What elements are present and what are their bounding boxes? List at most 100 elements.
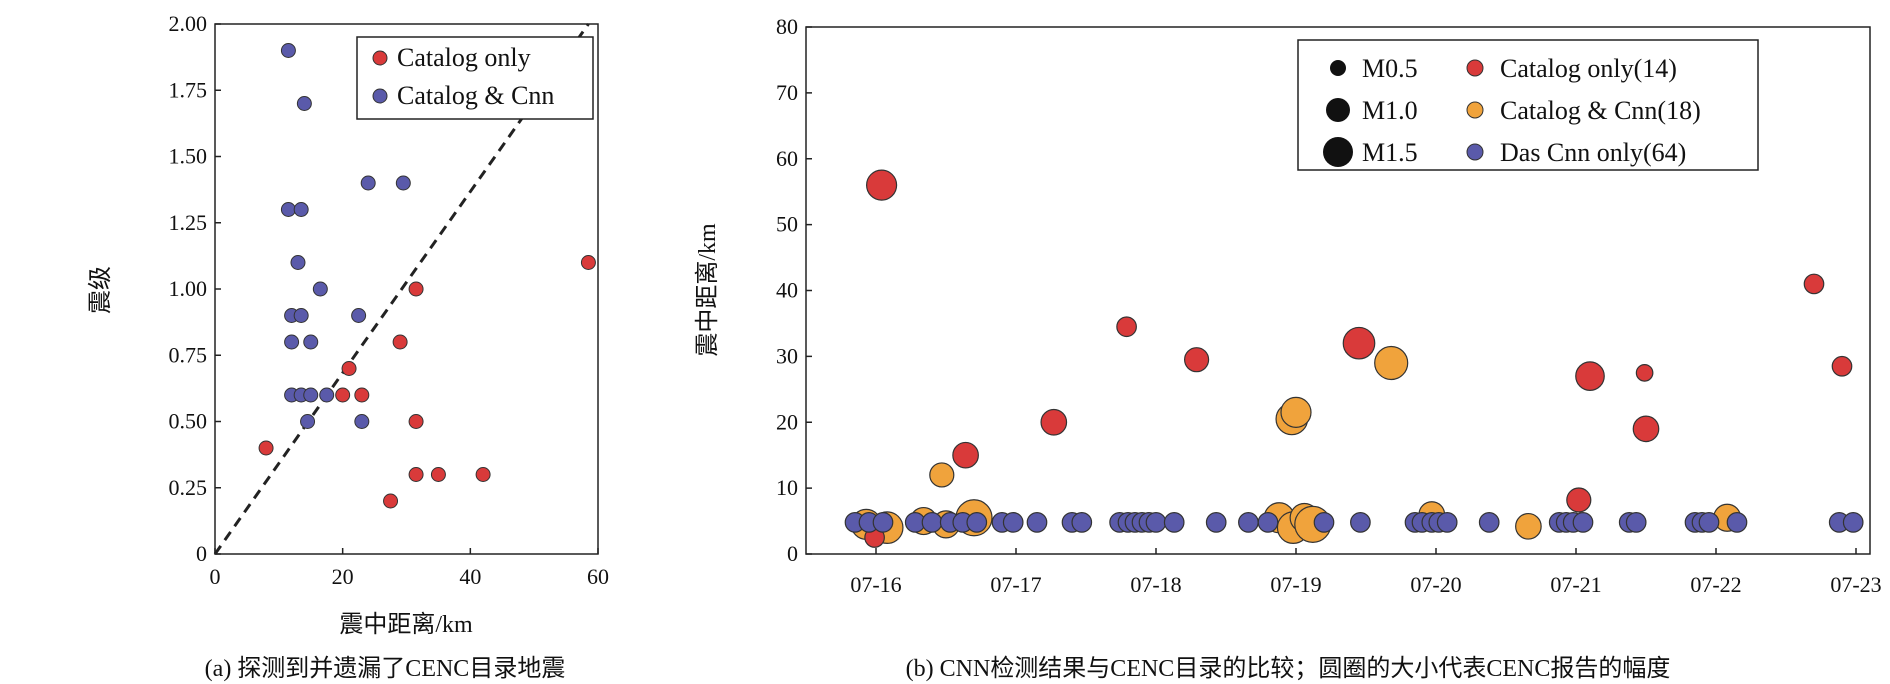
chart-b-y-tick-label: 70: [776, 80, 798, 105]
chart-a-y-tick-label: 2.00: [169, 11, 208, 36]
chart-b-point-catalog-only: [1183, 347, 1210, 373]
chart-a-x-tick-label: 0: [210, 564, 221, 589]
chart-a-y-tick-label: 0: [196, 541, 207, 566]
chart-a-point-catalog-cnn: [360, 175, 376, 191]
chart-a-point-catalog-cnn: [303, 334, 319, 350]
chart-b-point-das-cnn: [966, 512, 988, 533]
chart-a-y-tick-label: 1.50: [169, 144, 208, 169]
chart-b-point-catalog-cnn: [1515, 512, 1542, 540]
chart-b-legend-box: [1297, 39, 1759, 171]
chart-a-point-catalog-cnn: [293, 202, 309, 217]
chart-b-y-tick-label: 80: [776, 14, 798, 39]
chart-b-legend-size-m05-marker: [1330, 60, 1346, 76]
chart-a-point-catalog-cnn: [293, 308, 309, 323]
chart-a-legend-box: [356, 36, 594, 120]
chart-b-point-catalog-cnn: [929, 462, 955, 488]
chart-b-x-tick-label: 07-23: [1830, 572, 1881, 597]
chart-b-legend-size-m15-label: M1.5: [1362, 138, 1418, 167]
chart-a-point-catalog-only: [580, 255, 596, 270]
chart-b-legend-label-das-cnn: Das Cnn only(64): [1500, 138, 1686, 167]
chart-b-point-das-cnn: [1350, 512, 1371, 533]
chart-a-y-tick-label: 0.50: [169, 409, 208, 434]
chart-b-point-catalog-only: [1342, 326, 1376, 360]
chart-b-point-das-cnn: [1238, 512, 1259, 533]
chart-a-point-catalog-only: [430, 467, 446, 482]
chart-b-legend-marker-catalog-only: [1466, 59, 1484, 77]
chart-a-x-ticks: 0 20 40 60: [210, 548, 609, 589]
chart-a-legend-marker-catalog-only: [372, 50, 388, 66]
chart-a-x-axis-label: 震中距离/km: [339, 611, 473, 638]
chart-b-y-tick-label: 20: [776, 409, 798, 434]
chart-b-x-tick-label: 07-20: [1410, 572, 1461, 597]
chart-a-point-catalog-cnn: [284, 334, 300, 350]
chart-a-point-catalog-only: [392, 334, 408, 350]
chart-b-x-tick-label: 07-19: [1270, 572, 1321, 597]
chart-b-point-das-cnn: [1478, 512, 1500, 533]
chart-b-y-tick-label: 60: [776, 146, 798, 171]
chart-b-point-das-cnn: [1026, 512, 1048, 533]
chart-a-point-catalog-only: [341, 361, 357, 376]
chart-b-point-das-cnn: [1071, 512, 1093, 533]
chart-a-y-ticks: 0 0.25 0.50 0.75 1.00 1.25 1.50 1.75 2.00: [169, 11, 221, 566]
chart-a-point-catalog-cnn: [290, 255, 306, 270]
chart-b-legend-size-m10-label: M1.0: [1362, 96, 1418, 125]
chart-a-y-tick-label: 1.00: [169, 276, 208, 301]
chart-b-x-tick-label: 07-21: [1550, 572, 1601, 597]
chart-b-points: [844, 169, 1864, 548]
chart-a-point-catalog-cnn: [280, 43, 296, 58]
chart-b-y-tick-label: 30: [776, 343, 798, 368]
chart-a-point-catalog-cnn: [351, 308, 367, 323]
chart-b-x-ticks: 07-16 07-17 07-18 07-19 07-20 07-21 07-22 07-23: [850, 548, 1882, 597]
chart-b-point-das-cnn: [1313, 512, 1335, 533]
chart-a-point-catalog-only: [335, 387, 351, 403]
chart-b-x-tick-label: 07-22: [1690, 572, 1741, 597]
chart-a-legend-marker-catalog-cnn: [372, 88, 388, 104]
chart-a-y-tick-label: 0.75: [169, 342, 208, 367]
chart-b-point-das-cnn: [1842, 512, 1864, 533]
chart-a-diagonal-line: [213, 23, 590, 555]
chart-b-point-catalog-only: [1040, 408, 1068, 436]
chart-b-legend-label-catalog-only: Catalog only(14): [1500, 54, 1677, 83]
chart-a-legend-label-catalog-only: Catalog only: [397, 43, 531, 72]
chart-b-point-catalog-only: [1831, 355, 1853, 377]
chart-b-y-tick-label: 50: [776, 212, 798, 237]
chart-b-caption: (b) CNN检测结果与CENC目录的比较；圆圈的大小代表CENC报告的幅度: [906, 655, 1671, 682]
chart-a-y-tick-label: 1.25: [169, 210, 208, 235]
chart-b-legend-marker-catalog-cnn: [1466, 101, 1484, 119]
chart-b-legend: M0.5 M1.0 M1.5 Catalog only(14) Catalog …: [1297, 39, 1759, 171]
chart-a-point-catalog-only: [408, 281, 424, 297]
chart-b-point-das-cnn: [1002, 512, 1024, 533]
chart-b-x-tick-label: 07-17: [990, 572, 1041, 597]
chart-a-y-axis-label: 震级: [87, 266, 114, 314]
chart-b-point-das-cnn: [1163, 512, 1185, 533]
chart-a-point-catalog-cnn: [319, 387, 335, 403]
chart-b-point-catalog-only: [1566, 487, 1592, 513]
chart-a-y-tick-label: 1.75: [169, 77, 208, 102]
chart-b-point-das-cnn: [872, 512, 894, 533]
chart-b-legend-marker-das-cnn: [1466, 143, 1484, 161]
chart-a-x-tick-label: 40: [459, 564, 481, 589]
chart-a-point-catalog-cnn: [300, 414, 316, 429]
chart-b-point-catalog-only: [1575, 361, 1605, 391]
chart-a-legend: Catalog only Catalog & Cnn: [356, 36, 594, 120]
chart-b-legend-label-catalog-cnn: Catalog & Cnn(18): [1500, 96, 1701, 125]
chart-a-point-catalog-only: [475, 467, 491, 482]
chart-a-point-catalog-only: [408, 414, 424, 429]
chart-b-point-das-cnn: [1145, 512, 1167, 533]
chart-b-y-ticks: 0 10 20 30 40 50 60 70 80: [776, 14, 812, 566]
chart-a-point-catalog-only: [258, 440, 274, 456]
chart-a-point-catalog-cnn: [303, 387, 319, 403]
chart-a-caption: (a) 探测到并遗漏了CENC目录地震: [205, 655, 566, 682]
chart-a-x-tick-label: 20: [332, 564, 354, 589]
chart-b-point-das-cnn: [1625, 512, 1647, 533]
chart-b-point-catalog-only: [1116, 316, 1137, 338]
chart-b-y-tick-label: 10: [776, 475, 798, 500]
chart-b-legend-size-m10-marker: [1326, 98, 1350, 122]
chart-a: 0 0.25 0.50 0.75 1.00 1.25 1.50 1.75 2.00 0 20 40 6…: [87, 11, 609, 682]
chart-a-point-catalog-cnn: [296, 96, 312, 111]
chart-b-x-tick-label: 07-16: [850, 572, 901, 597]
chart-a-point-catalog-cnn: [395, 175, 411, 191]
chart-b-y-tick-label: 40: [776, 278, 798, 303]
